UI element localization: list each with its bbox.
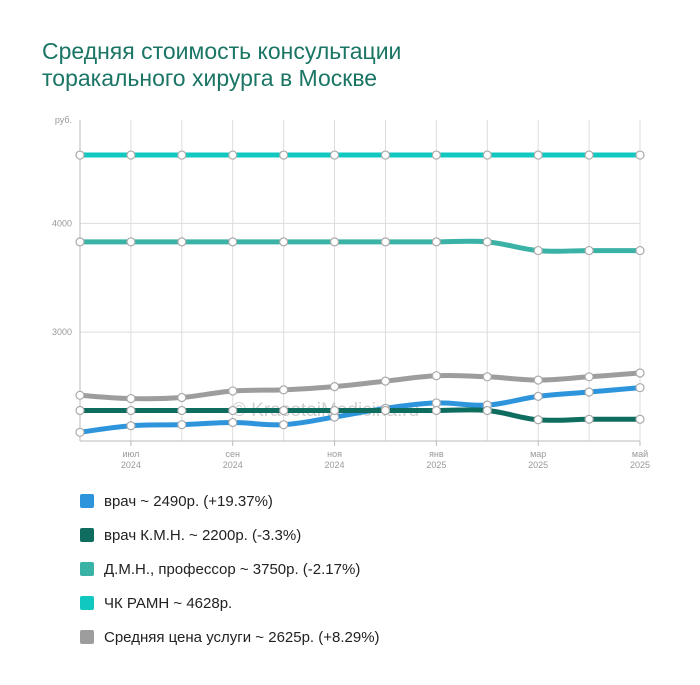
x-tick-label-month: мар (530, 449, 546, 459)
data-point-series-4 (584, 372, 594, 382)
x-tick-label-year: 2025 (528, 460, 548, 470)
data-point-series-4 (533, 375, 543, 385)
legend-swatch (80, 596, 94, 610)
series-line-2 (77, 238, 643, 254)
data-point-series-2 (126, 237, 136, 247)
data-point-series-2 (533, 245, 543, 256)
legend-item-dmn-professor[interactable]: Д.М.Н., профессор ~ 3750р. (-2.17%) (80, 558, 380, 580)
data-point-series-4 (177, 392, 187, 403)
data-point-series-2 (431, 237, 441, 247)
legend-label: ЧК РАМН ~ 4628р. (104, 594, 233, 612)
chart-grid (79, 120, 641, 446)
data-point-series-0 (75, 427, 85, 437)
data-point-series-2 (75, 237, 85, 247)
chart-legend: врач ~ 2490р. (+19.37%) врач К.М.Н. ~ 22… (80, 490, 380, 660)
data-point-series-4 (482, 372, 492, 382)
legend-label: Средняя цена услуги ~ 2625р. (+8.29%) (104, 628, 380, 646)
y-axis-unit: руб. (55, 115, 72, 125)
data-point-series-0 (635, 383, 645, 393)
legend-item-vrach[interactable]: врач ~ 2490р. (+19.37%) (80, 490, 380, 512)
data-point-series-2 (482, 237, 492, 247)
data-point-series-4 (75, 390, 85, 400)
data-point-series-3 (482, 150, 492, 160)
data-point-series-3 (126, 150, 136, 160)
data-point-series-3 (533, 150, 543, 160)
data-point-series-1 (431, 405, 441, 416)
data-point-series-1 (380, 405, 391, 416)
data-point-series-0 (177, 420, 187, 430)
data-point-series-3 (279, 150, 289, 160)
legend-label: врач ~ 2490р. (+19.37%) (104, 492, 273, 510)
data-point-series-0 (126, 421, 136, 431)
data-point-series-2 (584, 245, 594, 256)
data-point-series-4 (380, 376, 391, 386)
x-tick-label-month: янв (429, 449, 444, 459)
data-point-series-3 (380, 150, 391, 160)
chart-title-line-1: Средняя стоимость консультации (42, 38, 402, 64)
data-point-series-3 (177, 150, 187, 160)
data-point-series-2 (329, 237, 340, 247)
data-point-series-2 (177, 237, 187, 247)
legend-swatch (80, 528, 94, 542)
data-point-series-4 (431, 371, 441, 381)
x-tick-label-month: ноя (327, 449, 342, 459)
legend-swatch (80, 562, 94, 576)
legend-label: Д.М.Н., профессор ~ 3750р. (-2.17%) (104, 560, 361, 578)
data-point-series-1 (75, 405, 85, 416)
data-point-series-0 (584, 387, 594, 397)
data-point-series-1 (533, 415, 543, 425)
chart-labels: 30004000руб.июл2024сен2024ноя2024янв2025… (52, 115, 650, 470)
data-point-series-1 (126, 405, 136, 416)
chart-points (75, 150, 645, 437)
data-point-series-2 (635, 245, 645, 256)
data-point-series-3 (584, 150, 594, 160)
x-tick-label-year: 2024 (325, 460, 345, 470)
x-tick-label-year: 2024 (223, 460, 243, 470)
data-point-series-3 (75, 150, 85, 160)
data-point-series-1 (228, 405, 238, 416)
data-point-series-3 (635, 150, 645, 160)
x-tick-label-year: 2025 (426, 460, 446, 470)
data-point-series-3 (431, 150, 441, 160)
data-point-series-1 (177, 405, 187, 416)
legend-item-vrach-kmn[interactable]: врач К.М.Н. ~ 2200р. (-3.3%) (80, 524, 380, 546)
x-tick-label-month: сен (225, 449, 240, 459)
data-point-series-0 (228, 417, 238, 428)
chart-title: Средняя стоимость консультации торакальн… (42, 38, 401, 92)
legend-item-average-price[interactable]: Средняя цена услуги ~ 2625р. (+8.29%) (80, 626, 380, 648)
y-tick-label: 3000 (52, 327, 72, 337)
x-tick-label-year: 2025 (630, 460, 650, 470)
data-point-series-4 (279, 385, 289, 395)
data-point-series-3 (228, 150, 238, 160)
legend-item-chk-ramn[interactable]: ЧК РАМН ~ 4628р. (80, 592, 380, 614)
legend-swatch (80, 494, 94, 508)
data-point-series-2 (279, 237, 289, 247)
legend-swatch (80, 630, 94, 644)
data-point-series-4 (126, 393, 136, 404)
y-tick-label: 4000 (52, 218, 72, 228)
data-point-series-0 (431, 398, 441, 408)
data-point-series-3 (329, 150, 340, 160)
x-tick-label-year: 2024 (121, 460, 141, 470)
data-point-series-2 (228, 237, 238, 247)
x-tick-label-month: май (632, 449, 648, 459)
data-point-series-1 (279, 405, 289, 416)
data-point-series-1 (635, 414, 645, 424)
x-tick-label-month: июл (122, 449, 139, 459)
data-point-series-1 (329, 405, 340, 416)
chart-series (77, 152, 643, 435)
data-point-series-4 (329, 381, 340, 392)
legend-label: врач К.М.Н. ~ 2200р. (-3.3%) (104, 526, 302, 544)
data-point-series-2 (380, 237, 391, 247)
data-point-series-4 (635, 368, 645, 378)
data-point-series-4 (228, 386, 238, 396)
data-point-series-0 (279, 420, 289, 430)
data-point-series-0 (533, 391, 543, 401)
data-point-series-1 (584, 414, 594, 424)
chart-title-line-2: торакального хирурга в Москве (42, 65, 378, 91)
line-chart: © KrasotaiMedicina.ru 30004000руб.июл202… (52, 115, 650, 470)
data-point-series-1 (482, 405, 492, 416)
